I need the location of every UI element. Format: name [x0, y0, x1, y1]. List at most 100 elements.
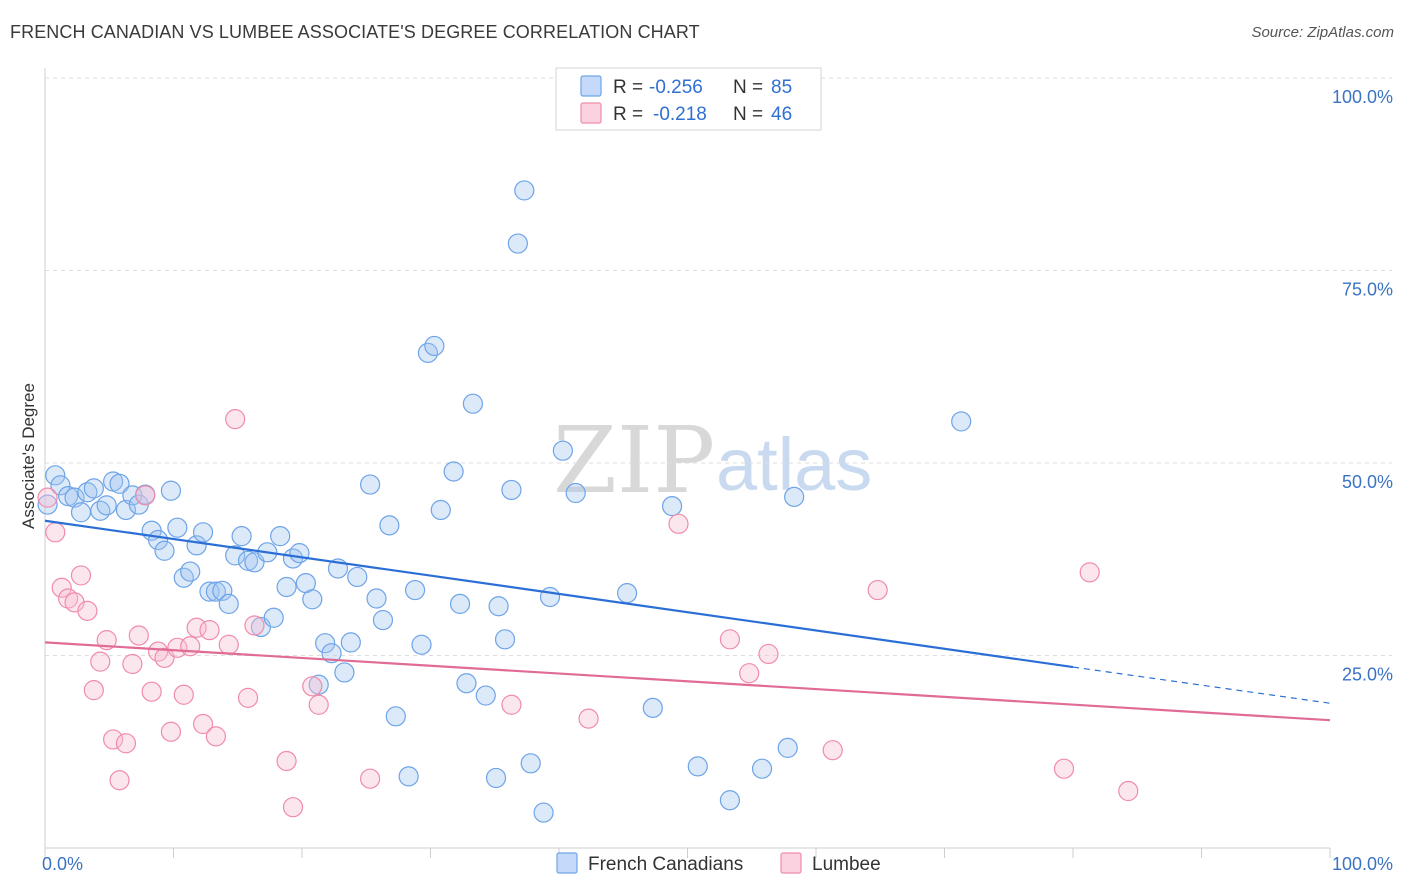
french-canadian-point [315, 633, 336, 654]
french-canadian-point [565, 482, 586, 504]
french-canadian-point [533, 802, 554, 823]
french-canadian-point [340, 632, 361, 653]
french-canadian-point [70, 502, 92, 523]
x-tick-label-min: 0.0% [42, 854, 83, 874]
lumbee-point [141, 681, 162, 702]
french-canadian-point [475, 685, 496, 706]
lumbee-point [83, 680, 104, 701]
french-canadian-point [276, 576, 297, 598]
french-canadian-point [77, 482, 98, 503]
lumbee-point [578, 708, 599, 729]
legend-n-value-2: 46 [771, 104, 792, 125]
x-tick-labels: 0.0% 100.0% [42, 854, 1393, 874]
lumbee-point [237, 687, 259, 708]
y-axis-label: Associate's Degree [19, 383, 38, 529]
french-canadian-point [334, 662, 355, 683]
french-canadian-point [347, 566, 368, 588]
french-canadian-point [404, 579, 426, 601]
french-canadian-point [424, 335, 445, 357]
lumbee-point [192, 713, 214, 735]
trend-line-french-canadians [44, 519, 1074, 669]
series-french-canadians [37, 180, 972, 823]
x-tick-label-max: 100.0% [1332, 854, 1393, 874]
french-canadian-point [449, 593, 471, 615]
french-canadian-point [58, 486, 79, 507]
french-canadian-point [372, 609, 394, 631]
watermark-atlas: atlas [716, 423, 872, 506]
lumbee-point [109, 770, 130, 791]
french-canadian-point [951, 411, 972, 432]
french-canadian-point [501, 479, 522, 501]
french-canadian-point [154, 540, 175, 561]
french-canadian-point [784, 486, 805, 507]
lumbee-point [173, 684, 194, 705]
lumbee-point [160, 721, 182, 742]
lumbee-point [225, 409, 246, 430]
chart-source: Source: ZipAtlas.com [1251, 24, 1394, 41]
lumbee-point [308, 694, 329, 715]
french-canadian-point [360, 474, 381, 495]
lumbee-point [822, 740, 843, 761]
french-canadian-point [719, 790, 741, 811]
watermark: ZIP atlas [553, 407, 872, 514]
french-canadian-point [96, 495, 117, 516]
lumbee-point [186, 617, 207, 638]
french-canadian-point [302, 589, 323, 610]
series-points [37, 180, 1139, 823]
lumbee-point [218, 634, 239, 655]
legend-n-value-1: 85 [771, 77, 792, 98]
y-tick-labels: 25.0% 50.0% 75.0% 100.0% [1332, 87, 1393, 685]
french-canadian-point [167, 517, 188, 538]
french-canadian-point [488, 596, 509, 617]
lumbee-point [302, 676, 323, 697]
french-canadian-point [507, 233, 528, 254]
lumbee-point [180, 636, 201, 657]
lumbee-point [115, 733, 137, 754]
lumbee-point [360, 768, 381, 789]
axes [44, 68, 1331, 858]
bottom-legend-swatch-lumbee [780, 852, 802, 874]
french-canadian-point [485, 767, 507, 789]
legend-r-label-1: R = [613, 77, 643, 98]
bottom-legend-label-lumbee: Lumbee [812, 854, 881, 875]
lumbee-point [199, 619, 220, 641]
lumbee-point [276, 750, 297, 772]
legend-r-label-2: R = [613, 104, 643, 125]
legend-n-label-2: N = [733, 104, 763, 125]
lumbee-point [37, 487, 58, 508]
french-canadian-point [212, 580, 233, 601]
french-canadian-point [83, 478, 104, 499]
french-canadian-point [617, 583, 638, 604]
french-canadian-point [237, 550, 259, 571]
lumbee-point [167, 637, 188, 658]
french-canadian-point [514, 180, 535, 201]
y-tick-label: 25.0% [1342, 665, 1393, 685]
french-canadian-point [661, 496, 683, 517]
french-canadian-point [687, 756, 708, 777]
french-canadian-point [37, 494, 58, 515]
french-canadian-point [50, 475, 71, 496]
lumbee-point [244, 615, 265, 636]
french-canadian-point [398, 766, 419, 787]
french-canadian-point [520, 753, 541, 774]
trend-line-lumbee [44, 641, 1331, 722]
lumbee-point [122, 653, 143, 675]
series-legend: French Canadians Lumbee [556, 852, 881, 875]
y-tick-label: 100.0% [1332, 87, 1393, 107]
lumbee-point [51, 577, 72, 598]
trend-line-extension-french-canadians [1072, 666, 1331, 704]
trend-lines [44, 519, 1331, 722]
lumbee-point [758, 643, 779, 665]
french-canadian-point [231, 526, 252, 547]
french-canadian-point [180, 561, 201, 582]
french-canadian-point [90, 500, 111, 521]
french-canadian-point [494, 629, 516, 650]
french-canadian-point [443, 461, 464, 482]
french-canadian-point [385, 706, 406, 727]
french-canadian-point [456, 673, 477, 694]
correlation-legend: R = -0.256 N = 85 R = -0.218 N = 46 [555, 67, 822, 131]
french-canadian-point [192, 522, 214, 543]
french-canadian-point [308, 674, 329, 695]
lumbee-point [282, 797, 304, 818]
